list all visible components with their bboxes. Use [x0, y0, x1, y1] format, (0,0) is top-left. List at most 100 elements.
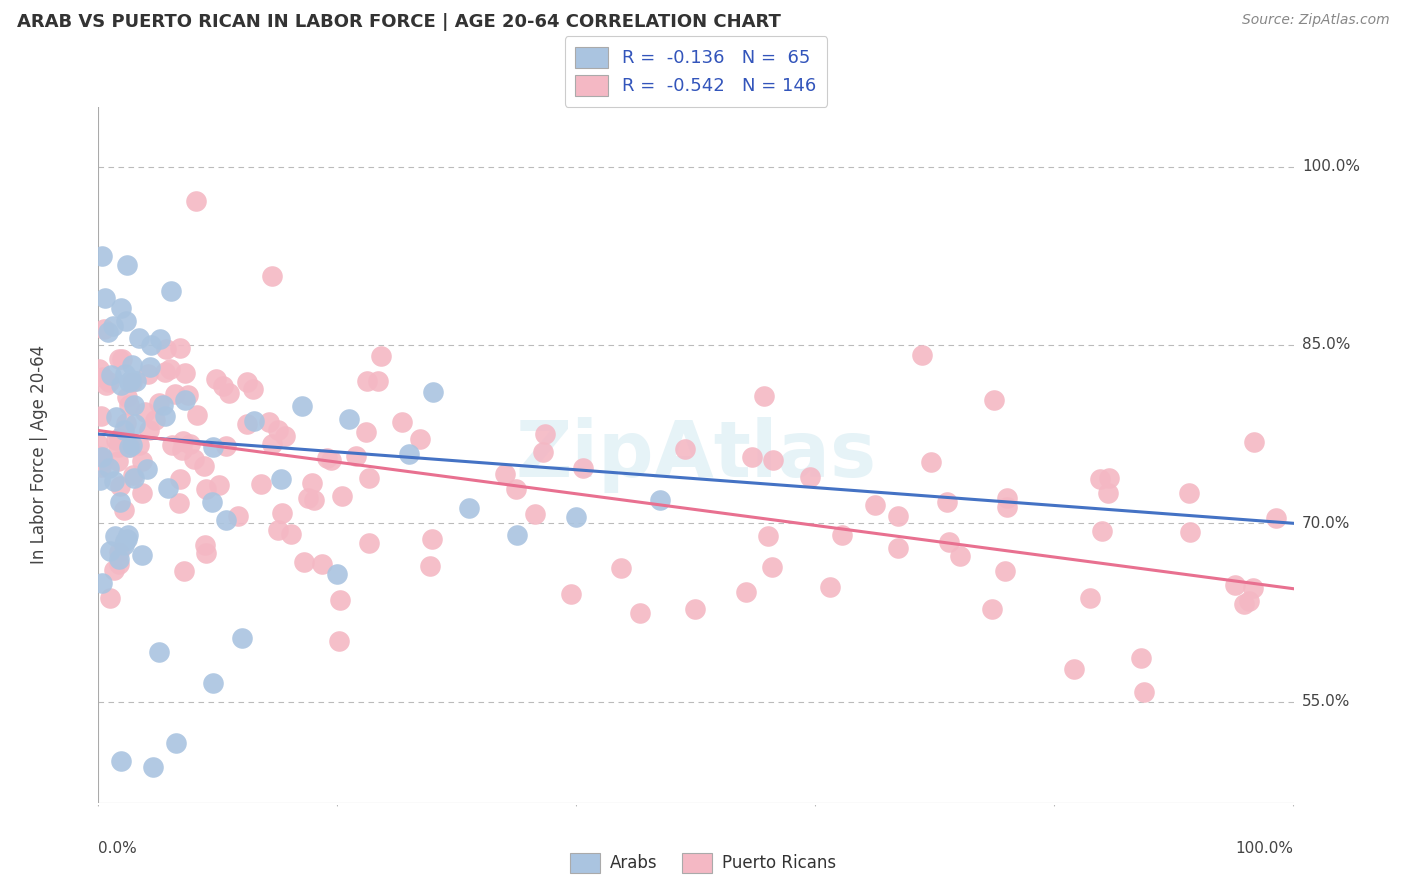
Point: [165, 736, 187, 750]
Point: [243, 414, 266, 428]
Point: [1098, 471, 1121, 485]
Point: [250, 476, 273, 491]
Point: [91, 576, 114, 591]
Point: [297, 491, 319, 505]
Point: [357, 536, 380, 550]
Point: [226, 508, 249, 523]
Point: [107, 440, 129, 454]
Point: [148, 395, 170, 409]
Point: [628, 606, 651, 620]
Point: [565, 510, 588, 524]
Point: [114, 534, 136, 549]
Point: [274, 429, 297, 443]
Point: [103, 474, 125, 488]
Point: [148, 645, 170, 659]
Point: [104, 529, 127, 543]
Point: [193, 539, 215, 553]
Point: [117, 528, 139, 542]
Point: [172, 434, 194, 448]
Point: [202, 676, 225, 690]
Point: [131, 454, 153, 468]
Point: [422, 384, 444, 399]
Point: [170, 442, 193, 457]
Point: [311, 558, 333, 572]
Point: [87, 362, 110, 376]
Point: [356, 374, 378, 388]
Point: [270, 506, 292, 520]
Point: [1133, 684, 1156, 698]
Point: [291, 400, 314, 414]
Point: [90, 460, 112, 475]
Point: [205, 372, 228, 386]
Point: [339, 412, 361, 426]
Point: [831, 528, 853, 542]
Point: [1177, 486, 1199, 500]
Point: [938, 534, 960, 549]
Point: [111, 351, 134, 366]
Point: [91, 451, 114, 466]
Point: [344, 450, 367, 464]
Text: ZipAtlas: ZipAtlas: [516, 417, 876, 493]
Point: [218, 385, 240, 400]
Point: [949, 549, 972, 564]
Point: [115, 390, 138, 404]
Text: 85.0%: 85.0%: [1302, 337, 1350, 352]
Point: [983, 392, 1005, 407]
Point: [103, 563, 125, 577]
Point: [89, 473, 111, 487]
Point: [202, 440, 225, 454]
Point: [266, 524, 288, 538]
Point: [110, 754, 132, 768]
Point: [1178, 524, 1201, 539]
Point: [887, 508, 910, 523]
Point: [93, 369, 115, 384]
Point: [1078, 591, 1101, 606]
Point: [108, 552, 131, 566]
Text: 100.0%: 100.0%: [1302, 159, 1360, 174]
Point: [523, 507, 546, 521]
Point: [122, 471, 145, 485]
Point: [301, 475, 323, 490]
Point: [179, 437, 201, 451]
Point: [1063, 662, 1085, 676]
Point: [112, 537, 135, 551]
Point: [91, 454, 114, 468]
Point: [267, 423, 290, 437]
Point: [103, 318, 125, 333]
Point: [1130, 651, 1153, 665]
Point: [1223, 577, 1246, 591]
Point: [174, 392, 197, 407]
Point: [242, 383, 264, 397]
Point: [93, 322, 115, 336]
Point: [115, 533, 138, 547]
Point: [167, 496, 190, 510]
Point: [752, 389, 775, 403]
Point: [531, 445, 554, 459]
Point: [159, 285, 181, 299]
Point: [108, 431, 131, 445]
Point: [108, 494, 131, 508]
Point: [107, 453, 129, 467]
Point: [98, 461, 121, 475]
Point: [818, 581, 841, 595]
Point: [673, 442, 696, 457]
Point: [174, 367, 197, 381]
Point: [231, 632, 253, 646]
Point: [128, 331, 150, 345]
Point: [398, 447, 420, 461]
Point: [292, 555, 315, 569]
Point: [138, 368, 160, 382]
Point: [115, 417, 138, 431]
Point: [648, 492, 672, 507]
Point: [1241, 581, 1264, 595]
Point: [560, 587, 582, 601]
Point: [117, 258, 139, 272]
Point: [734, 584, 756, 599]
Point: [419, 558, 441, 573]
Point: [756, 529, 779, 543]
Point: [87, 449, 110, 463]
Point: [145, 413, 167, 427]
Point: [121, 467, 143, 482]
Text: 70.0%: 70.0%: [1302, 516, 1350, 531]
Point: [505, 483, 527, 497]
